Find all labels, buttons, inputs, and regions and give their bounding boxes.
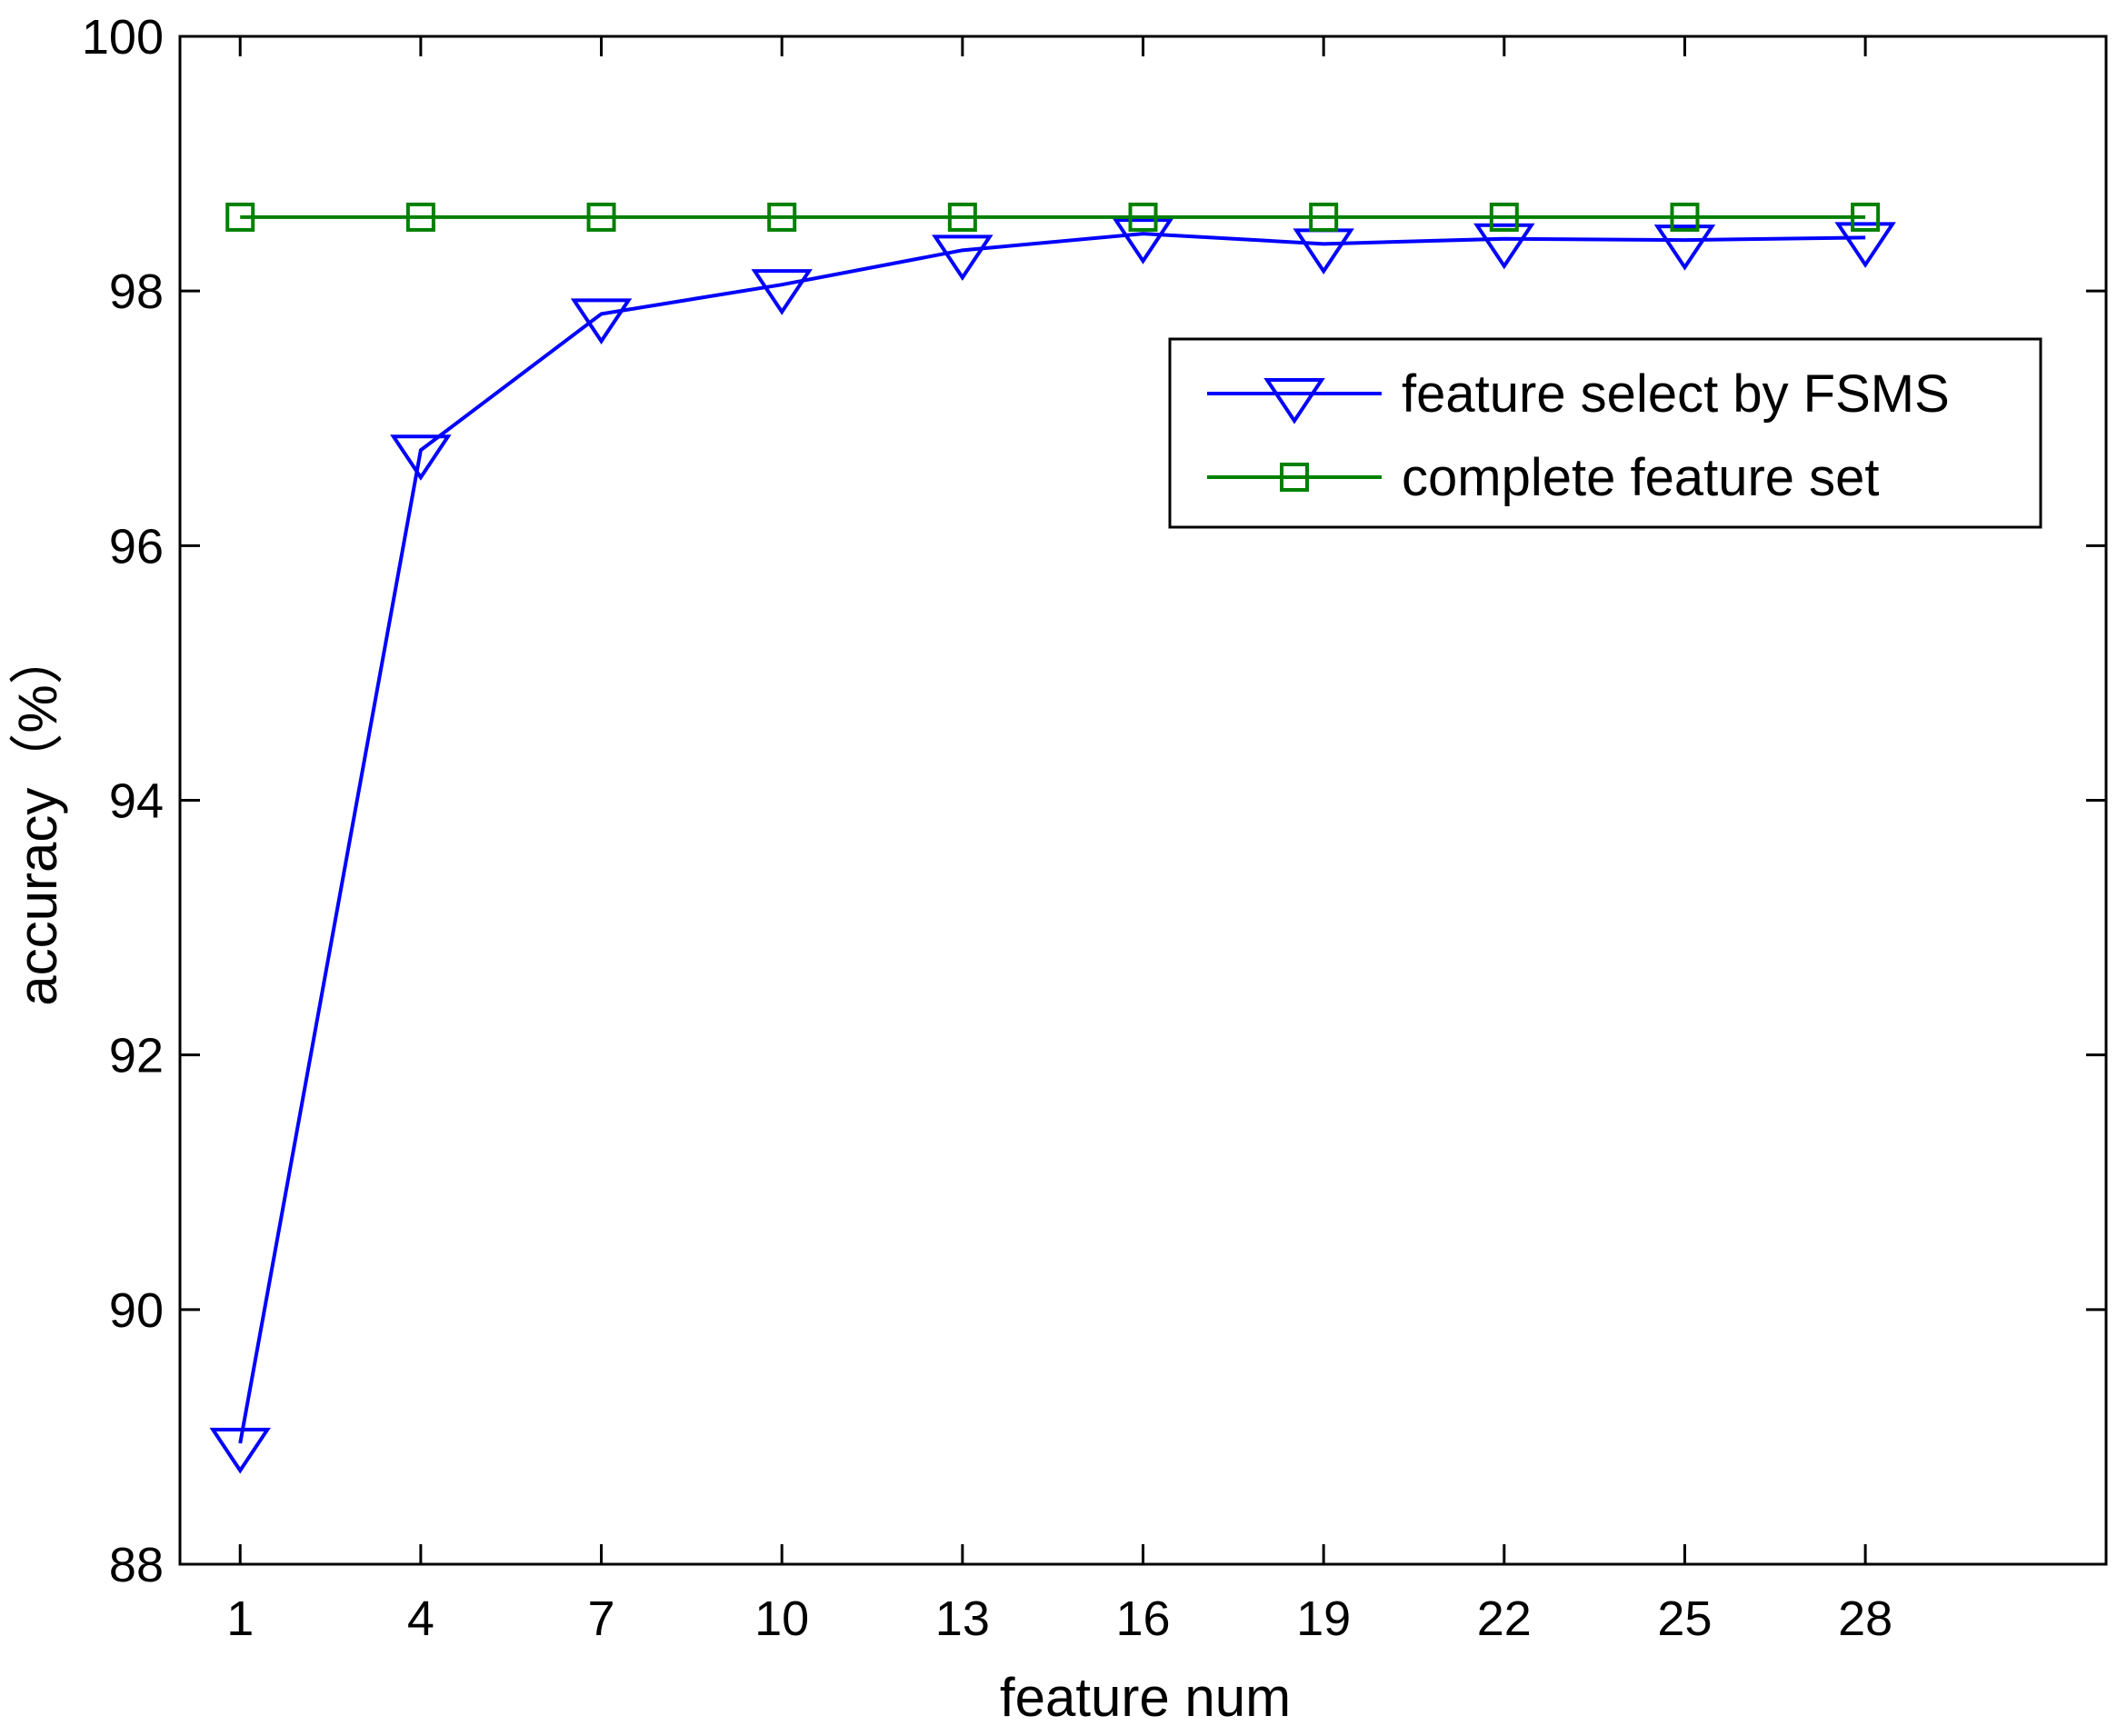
data-point-1 [390,434,452,481]
data-point-2 [405,202,435,232]
data-point-1 [1473,223,1535,270]
legend-label: complete feature set [1402,448,1880,507]
data-point-2 [1851,202,1881,232]
x-tick-label: 7 [588,1591,615,1646]
x-tick-label: 1 [226,1591,254,1646]
data-point-1 [1653,224,1716,271]
x-tick-label: 4 [407,1591,434,1646]
data-point-2 [225,202,255,232]
plot-area: 1 4 7 10 13 16 19 22 25 28 88 90 92 94 96 98 100 [82,10,2108,1646]
data-point-2 [1309,202,1339,232]
data-point-1 [1834,222,1896,268]
data-point-2 [767,202,797,232]
y-tick-label: 94 [109,774,164,829]
x-tick-label: 25 [1657,1591,1712,1646]
y-tick-label: 92 [109,1029,164,1083]
legend: feature select by FSMS complete feature s… [1168,337,2042,529]
data-point-1 [751,269,813,315]
x-tick-label: 19 [1296,1591,1351,1646]
y-tick-label: 98 [109,264,164,319]
legend-marker [1263,378,1325,424]
data-point-2 [586,202,616,232]
x-tick-label: 10 [754,1591,809,1646]
x-tick-label: 16 [1115,1591,1170,1646]
x-tick-label: 28 [1838,1591,1892,1646]
y-tick-label: 100 [82,10,164,65]
y-axis-label: accuracy（%） [7,630,68,1005]
data-point-1 [1293,228,1354,274]
data-point-2 [1489,202,1519,232]
data-point-1 [1112,218,1174,264]
data-point-1 [932,234,994,281]
data-point-2 [1670,202,1700,232]
y-tick-label: 88 [109,1538,164,1592]
series-line-1 [238,232,1866,1444]
legend-label: feature select by FSMS [1402,364,1950,424]
data-point-2 [1128,202,1158,232]
data-point-2 [947,202,977,232]
legend-marker [1280,463,1309,492]
legend-box [1168,337,2042,529]
x-tick-label: 22 [1477,1591,1532,1646]
y-tick-label: 96 [109,519,164,574]
axes-box [178,35,2108,1566]
data-point-1 [209,1427,271,1474]
x-tick-label: 13 [935,1591,990,1646]
y-tick-label: 90 [109,1283,164,1338]
x-axis-label: feature num [1000,1667,1291,1728]
data-point-1 [570,298,633,344]
